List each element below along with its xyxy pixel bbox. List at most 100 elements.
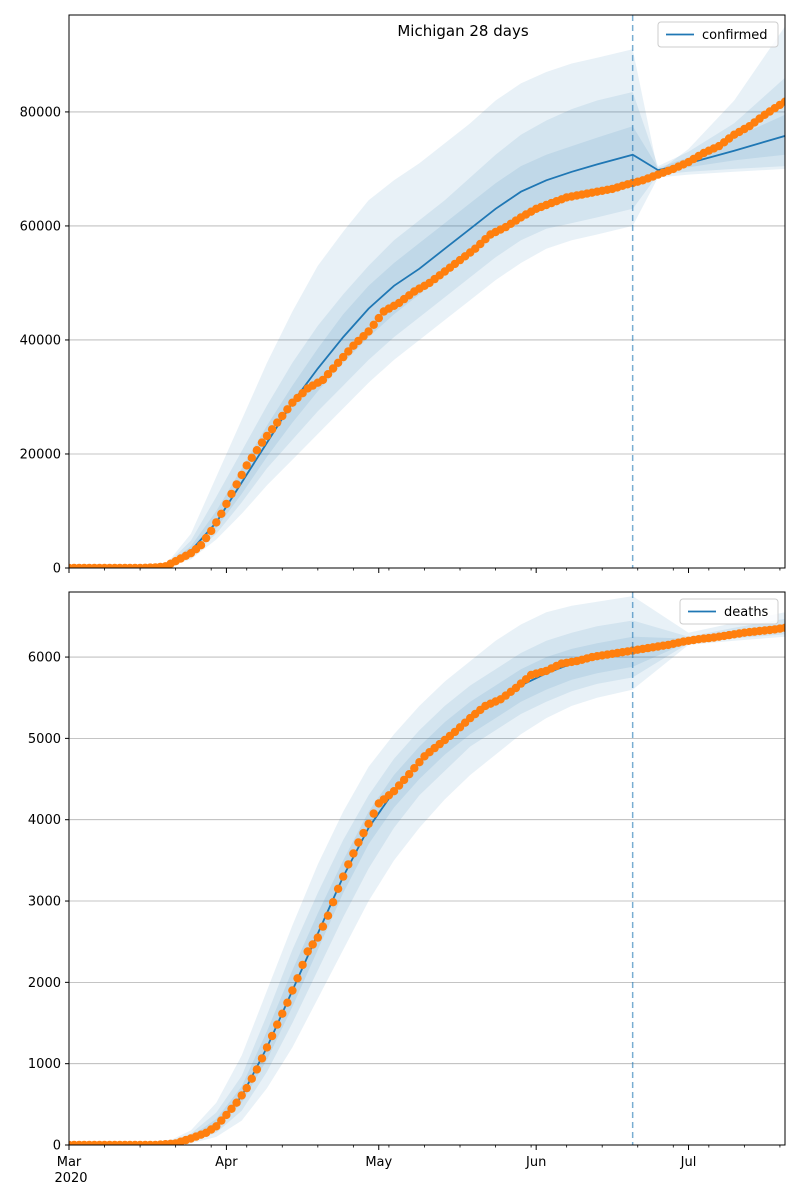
plot-area xyxy=(69,26,785,568)
y-tick-label: 3000 xyxy=(28,895,61,910)
observed-point xyxy=(339,872,348,881)
observed-point xyxy=(262,1043,272,1052)
observed-point xyxy=(318,922,328,931)
observed-point xyxy=(237,1091,246,1100)
observed-point xyxy=(344,860,353,869)
observed-point xyxy=(415,758,424,767)
observed-point xyxy=(262,431,272,441)
observed-point xyxy=(369,320,378,329)
legend-label: deaths xyxy=(724,605,769,620)
observed-point xyxy=(303,947,312,956)
chart-title: Michigan 28 days xyxy=(397,22,528,40)
observed-point xyxy=(283,998,292,1007)
x-tick-label: Jun xyxy=(525,1155,546,1170)
y-tick-label: 80000 xyxy=(20,105,61,120)
observed-point xyxy=(217,1116,226,1125)
observed-point xyxy=(308,940,317,949)
observed-point xyxy=(257,1054,267,1063)
observed-point xyxy=(227,1104,236,1114)
observed-point xyxy=(364,819,373,828)
observed-point xyxy=(273,418,282,427)
observed-point xyxy=(222,1110,231,1120)
uncertainty-band xyxy=(69,596,785,1145)
plot-area xyxy=(69,596,785,1145)
y-tick-label: 60000 xyxy=(20,219,61,234)
observed-point xyxy=(212,518,221,527)
observed-point xyxy=(405,770,414,779)
observed-point xyxy=(237,470,246,480)
observed-point xyxy=(333,884,343,893)
legend-box xyxy=(679,598,779,625)
legend-box xyxy=(657,21,779,48)
observed-point xyxy=(359,828,368,838)
y-tick-label: 6000 xyxy=(28,651,61,666)
observed-point xyxy=(328,364,338,373)
observed-point xyxy=(369,809,378,818)
observed-point xyxy=(389,787,399,796)
y-tick-label: 0 xyxy=(53,562,61,577)
observed-point xyxy=(399,775,409,785)
observed-point xyxy=(196,541,206,550)
observed-point xyxy=(780,623,785,632)
y-tick-label: 20000 xyxy=(20,447,61,462)
observed-point xyxy=(222,499,231,509)
observed-point xyxy=(212,1122,221,1131)
observed-point xyxy=(323,911,333,920)
observed-point xyxy=(267,1031,277,1041)
observed-point xyxy=(227,489,236,499)
observed-point xyxy=(318,375,328,385)
observed-point xyxy=(242,1083,251,1093)
y-tick-label: 1000 xyxy=(28,1057,61,1072)
observed-point xyxy=(333,358,343,367)
observed-point xyxy=(247,1074,256,1083)
observed-point xyxy=(298,960,307,970)
observed-point xyxy=(232,480,241,489)
observed-point xyxy=(288,986,297,995)
chart-panel-1: 0 20000 40000 60000 80000 Michigan 28 days con… xyxy=(20,14,786,577)
y-tick-label: 40000 xyxy=(20,333,61,348)
observed-point xyxy=(207,526,216,536)
observed-point xyxy=(278,411,287,421)
observed-point xyxy=(273,1020,282,1029)
uncertainty-band xyxy=(69,77,785,568)
y-tick-label: 5000 xyxy=(28,732,61,747)
y-tick-label: 4000 xyxy=(28,813,61,828)
observed-point xyxy=(364,327,373,336)
axes-frame xyxy=(68,14,786,569)
observed-point xyxy=(410,764,419,773)
observed-point xyxy=(217,509,226,518)
x-tick-label: Mar xyxy=(57,1155,82,1170)
observed-point xyxy=(252,446,262,455)
y-tick-label: 2000 xyxy=(28,976,61,991)
observed-point xyxy=(323,370,333,379)
observed-point xyxy=(267,425,277,434)
observed-point xyxy=(328,898,338,907)
observed-point xyxy=(278,1009,287,1018)
observed-point xyxy=(293,974,302,983)
observed-point xyxy=(283,405,292,414)
x-tick-label: Jul xyxy=(680,1155,697,1170)
observed-point xyxy=(354,838,363,847)
observed-point xyxy=(313,933,322,942)
y-tick-label: 0 xyxy=(53,1139,61,1154)
observed-point xyxy=(349,849,358,858)
observed-point xyxy=(780,97,785,106)
observed-point xyxy=(339,352,348,362)
uncertainty-band xyxy=(69,618,785,1145)
observed-point xyxy=(344,347,353,356)
observed-point xyxy=(242,461,251,470)
series-line-confirmed xyxy=(69,135,785,568)
legend: deaths xyxy=(679,598,779,625)
uncertainty-band xyxy=(69,114,785,568)
observed-point xyxy=(247,453,256,462)
x-tick-sublabel: 2020 xyxy=(54,1171,87,1186)
observed-point xyxy=(257,438,267,447)
x-tick-label: Apr xyxy=(215,1155,238,1170)
observed-point xyxy=(232,1098,241,1107)
x-tick-label: May xyxy=(365,1155,392,1170)
observed-point xyxy=(394,781,404,790)
observed-point xyxy=(201,533,211,543)
legend: confirmed xyxy=(657,21,779,48)
